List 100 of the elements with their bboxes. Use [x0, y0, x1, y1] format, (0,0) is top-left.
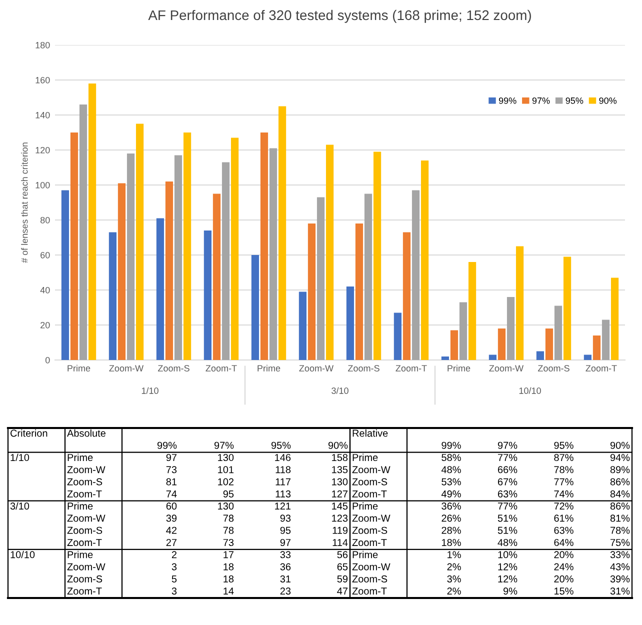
bar — [536, 351, 544, 360]
bar — [498, 328, 506, 360]
text: 33% — [610, 551, 630, 558]
y-tick-label: 60 — [40, 252, 50, 258]
text: 66% — [498, 466, 518, 474]
text: 145 — [332, 502, 348, 510]
bar — [251, 255, 260, 360]
text: Absolute — [67, 429, 106, 437]
text: 65 — [337, 563, 348, 570]
bar — [165, 182, 174, 360]
text: 78% — [554, 466, 574, 474]
text: 118 — [276, 466, 291, 474]
text: Relative — [352, 429, 388, 437]
text: 127 — [332, 490, 348, 498]
text: 77% — [498, 454, 518, 461]
bar — [308, 224, 316, 360]
text: 53% — [442, 478, 461, 486]
text: 39% — [610, 575, 630, 582]
text: 74 — [166, 490, 177, 498]
text: 101 — [218, 466, 234, 474]
text: 5 — [172, 575, 177, 582]
text: 97 — [166, 454, 176, 462]
text: 77% — [554, 478, 574, 486]
bar — [230, 138, 239, 360]
category-label: 95% — [554, 442, 574, 449]
text: 158 — [332, 454, 348, 462]
category-label: Prime — [352, 550, 378, 558]
bar — [212, 194, 221, 360]
bar — [420, 160, 429, 360]
legend-label: 97% — [532, 97, 550, 104]
category-label: Zoom-T — [352, 539, 387, 546]
category-label: Zoom-S — [352, 575, 388, 582]
bar — [592, 336, 601, 360]
category-label: 97% — [214, 442, 234, 449]
bar — [79, 104, 88, 360]
bar — [278, 106, 286, 360]
text: 15% — [554, 588, 574, 595]
text: 130 — [332, 478, 348, 486]
text: 39 — [166, 514, 177, 522]
text: 48% — [498, 538, 518, 546]
text: 1% — [448, 551, 461, 558]
text: 1/10 — [142, 387, 158, 394]
category-label: Zoom-W — [352, 563, 390, 570]
bar — [459, 302, 468, 360]
text: 3 — [172, 588, 177, 595]
text: 56 — [337, 551, 348, 558]
text: 27 — [166, 538, 176, 546]
category-label: 95% — [271, 442, 291, 449]
bar — [269, 148, 278, 360]
text: 33 — [280, 551, 291, 558]
text: 31% — [610, 588, 630, 595]
text: 77% — [498, 502, 518, 510]
text: 135 — [332, 466, 348, 474]
category-label: 97% — [498, 442, 518, 449]
bar — [584, 354, 592, 360]
text: 78 — [223, 514, 234, 522]
text: 18 — [224, 563, 234, 570]
text: 95 — [223, 490, 234, 498]
text: 20% — [554, 575, 574, 582]
text: 75% — [610, 539, 630, 546]
text: 59 — [337, 575, 348, 582]
text: 114 — [332, 539, 348, 546]
bar — [488, 354, 497, 360]
bar — [316, 197, 325, 360]
text: 47 — [337, 588, 348, 595]
category-label: Zoom-T — [352, 490, 387, 498]
text: 72% — [554, 502, 574, 510]
text: 73 — [223, 538, 234, 546]
text: 78 — [223, 526, 234, 534]
bar — [610, 278, 619, 360]
text: 130 — [218, 502, 234, 510]
category-label: 99% — [157, 442, 177, 449]
x-tick-label: Zoom-T — [586, 365, 617, 372]
category-label: Zoom-T — [67, 490, 102, 498]
y-tick-label: 20 — [40, 322, 50, 328]
text: 146 — [275, 454, 291, 462]
category-label: 99% — [442, 442, 461, 449]
text: 2% — [447, 588, 461, 595]
y-tick-label: 100 — [36, 182, 50, 188]
x-tick-label: Prime — [258, 364, 280, 372]
bar — [204, 230, 212, 360]
bar — [70, 132, 78, 360]
bar — [412, 190, 420, 360]
text: 86% — [610, 478, 630, 486]
category-label: Prime — [68, 502, 93, 510]
legend-label: 90% — [599, 97, 617, 104]
category-label: 1/10 — [10, 454, 30, 462]
category-label: Zoom-W — [67, 563, 106, 570]
y-tick-label: 120 — [36, 146, 50, 154]
y-tick-label: 160 — [36, 76, 50, 84]
chart-title: AF Performance of 320 tested systems (168 prime; 152 zoom) — [148, 10, 531, 23]
text: 123 — [332, 514, 348, 522]
bar — [394, 312, 402, 360]
text: 84% — [610, 490, 630, 498]
x-tick-label: Zoom-S — [348, 365, 380, 372]
text: 9% — [504, 588, 518, 595]
bar — [108, 232, 117, 360]
bar — [61, 190, 70, 360]
text: 61% — [554, 514, 574, 522]
text: 2% — [447, 563, 461, 570]
